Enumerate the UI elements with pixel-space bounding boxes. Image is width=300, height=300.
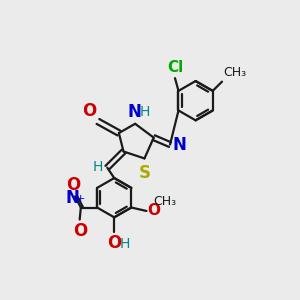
Text: H: H [139, 105, 150, 119]
Text: Cl: Cl [167, 60, 183, 75]
Text: H: H [93, 160, 103, 173]
Text: CH₃: CH₃ [153, 195, 176, 208]
Text: O: O [147, 203, 160, 218]
Text: H: H [119, 236, 130, 250]
Text: O: O [107, 233, 122, 251]
Text: N: N [173, 136, 187, 154]
Text: CH₃: CH₃ [223, 66, 246, 79]
Text: N: N [66, 189, 80, 207]
Text: O: O [66, 176, 80, 194]
Text: N: N [127, 103, 141, 121]
Text: +: + [76, 194, 85, 204]
Text: O: O [73, 222, 87, 240]
Text: O: O [82, 102, 96, 120]
Text: S: S [139, 164, 151, 181]
